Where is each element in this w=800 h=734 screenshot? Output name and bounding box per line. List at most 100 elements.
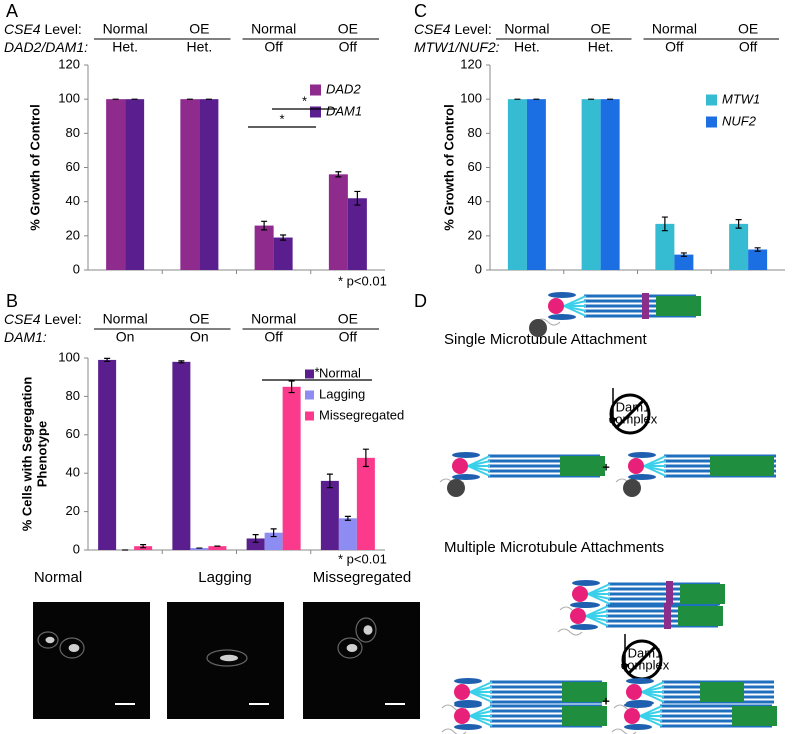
panel-label: B xyxy=(6,291,18,311)
header-label: CSE4 Level: xyxy=(4,21,82,37)
nucleus xyxy=(220,654,238,662)
plus: + xyxy=(602,693,610,708)
bar xyxy=(264,532,283,550)
dam1-ring xyxy=(642,293,649,319)
bar xyxy=(98,359,117,550)
error-bar xyxy=(335,171,342,178)
dam1-label: complex xyxy=(609,411,658,426)
linker xyxy=(641,691,665,703)
centromere xyxy=(624,708,640,724)
y-tick-label: 0 xyxy=(475,261,482,276)
y-axis-label: % Growth of Control xyxy=(441,104,456,230)
centromere xyxy=(454,708,470,724)
bar xyxy=(208,546,227,550)
legend-swatch xyxy=(310,84,321,96)
bar xyxy=(526,99,546,271)
header-value: Off xyxy=(739,39,758,55)
header-value: Off xyxy=(339,329,358,345)
microtubule-end xyxy=(710,456,774,476)
kinetochore-disk xyxy=(452,474,480,480)
bar xyxy=(338,518,357,550)
y-tick-label: 80 xyxy=(66,125,80,140)
error-bar xyxy=(362,448,369,468)
error-bar xyxy=(178,360,185,364)
cell xyxy=(37,631,59,649)
bar xyxy=(282,386,301,550)
bar xyxy=(190,548,209,550)
linker xyxy=(585,615,609,627)
dam1-label: complex xyxy=(621,657,670,672)
error-bar xyxy=(735,219,742,229)
micrograph xyxy=(33,602,150,719)
y-tick-label: 60 xyxy=(66,426,80,441)
legend-label: MTW1 xyxy=(722,91,760,106)
y-tick-label: 0 xyxy=(73,541,80,556)
bar xyxy=(729,223,749,270)
microtubule-end xyxy=(562,706,607,726)
centromere xyxy=(572,586,588,602)
header-value: On xyxy=(116,329,135,345)
header-label: CSE4 Level: xyxy=(414,21,492,37)
header-value: Off xyxy=(264,39,283,55)
legend-swatch xyxy=(706,116,717,128)
note: * p<0.01 xyxy=(338,551,387,566)
nucleus xyxy=(363,625,373,635)
kinetochore-unit xyxy=(611,702,777,734)
linker xyxy=(639,715,663,727)
dna xyxy=(441,728,467,734)
microtubule-end xyxy=(562,682,607,702)
bar xyxy=(507,99,527,271)
header-label: DAD2/DAM1: xyxy=(4,39,88,55)
kinetochore-disk xyxy=(624,702,652,708)
panel-label: C xyxy=(414,1,427,21)
nucleus xyxy=(346,644,358,652)
dna xyxy=(557,628,583,636)
header-value: Normal xyxy=(652,21,697,37)
y-tick-label: 40 xyxy=(66,465,80,480)
header-value: OE xyxy=(591,21,611,37)
legend-swatch xyxy=(305,369,314,379)
y-tick-label: 20 xyxy=(66,227,80,242)
kinetochore-disk xyxy=(454,702,482,708)
kinetochore-disk xyxy=(570,624,598,630)
legend-label: Lagging xyxy=(319,386,365,401)
header-value: Normal xyxy=(103,21,148,37)
spindle-body xyxy=(447,479,465,497)
nucleus xyxy=(68,644,80,652)
header-label: MTW1/NUF2: xyxy=(414,39,500,55)
legend-label: Normal xyxy=(319,365,361,380)
header-value: Het. xyxy=(514,39,540,55)
kinetochore-disk xyxy=(548,314,576,320)
bar xyxy=(674,254,694,270)
header-value: Het. xyxy=(588,39,614,55)
header-value: OE xyxy=(338,311,358,327)
bar xyxy=(246,538,265,550)
cell xyxy=(337,637,363,659)
kinetochore-disk xyxy=(454,724,482,730)
error-bar xyxy=(252,534,259,543)
bar xyxy=(125,99,145,271)
y-axis-label: % Cells with Segregation xyxy=(19,377,34,532)
error-bar xyxy=(344,515,351,521)
error-bar xyxy=(270,528,277,538)
linker xyxy=(467,465,491,477)
centromere xyxy=(626,684,642,700)
y-tick-label: 60 xyxy=(66,159,80,174)
dam1-label: Dam1 xyxy=(616,399,651,414)
error-bar xyxy=(354,190,361,206)
header-value: Normal xyxy=(103,311,148,327)
kinetochore-unit xyxy=(441,702,607,734)
error-bar xyxy=(680,252,687,257)
kinetochore-disk xyxy=(548,292,576,298)
micrograph-label: Missegregated xyxy=(313,569,411,586)
cell xyxy=(59,637,85,659)
microtubule-end xyxy=(560,456,605,476)
y-tick-label: 100 xyxy=(58,91,80,106)
y-tick-label: 40 xyxy=(468,193,482,208)
plus: + xyxy=(602,459,610,474)
legend-swatch xyxy=(310,106,321,118)
linker xyxy=(587,593,611,605)
microtubule-end xyxy=(700,682,744,702)
cell xyxy=(206,649,248,667)
